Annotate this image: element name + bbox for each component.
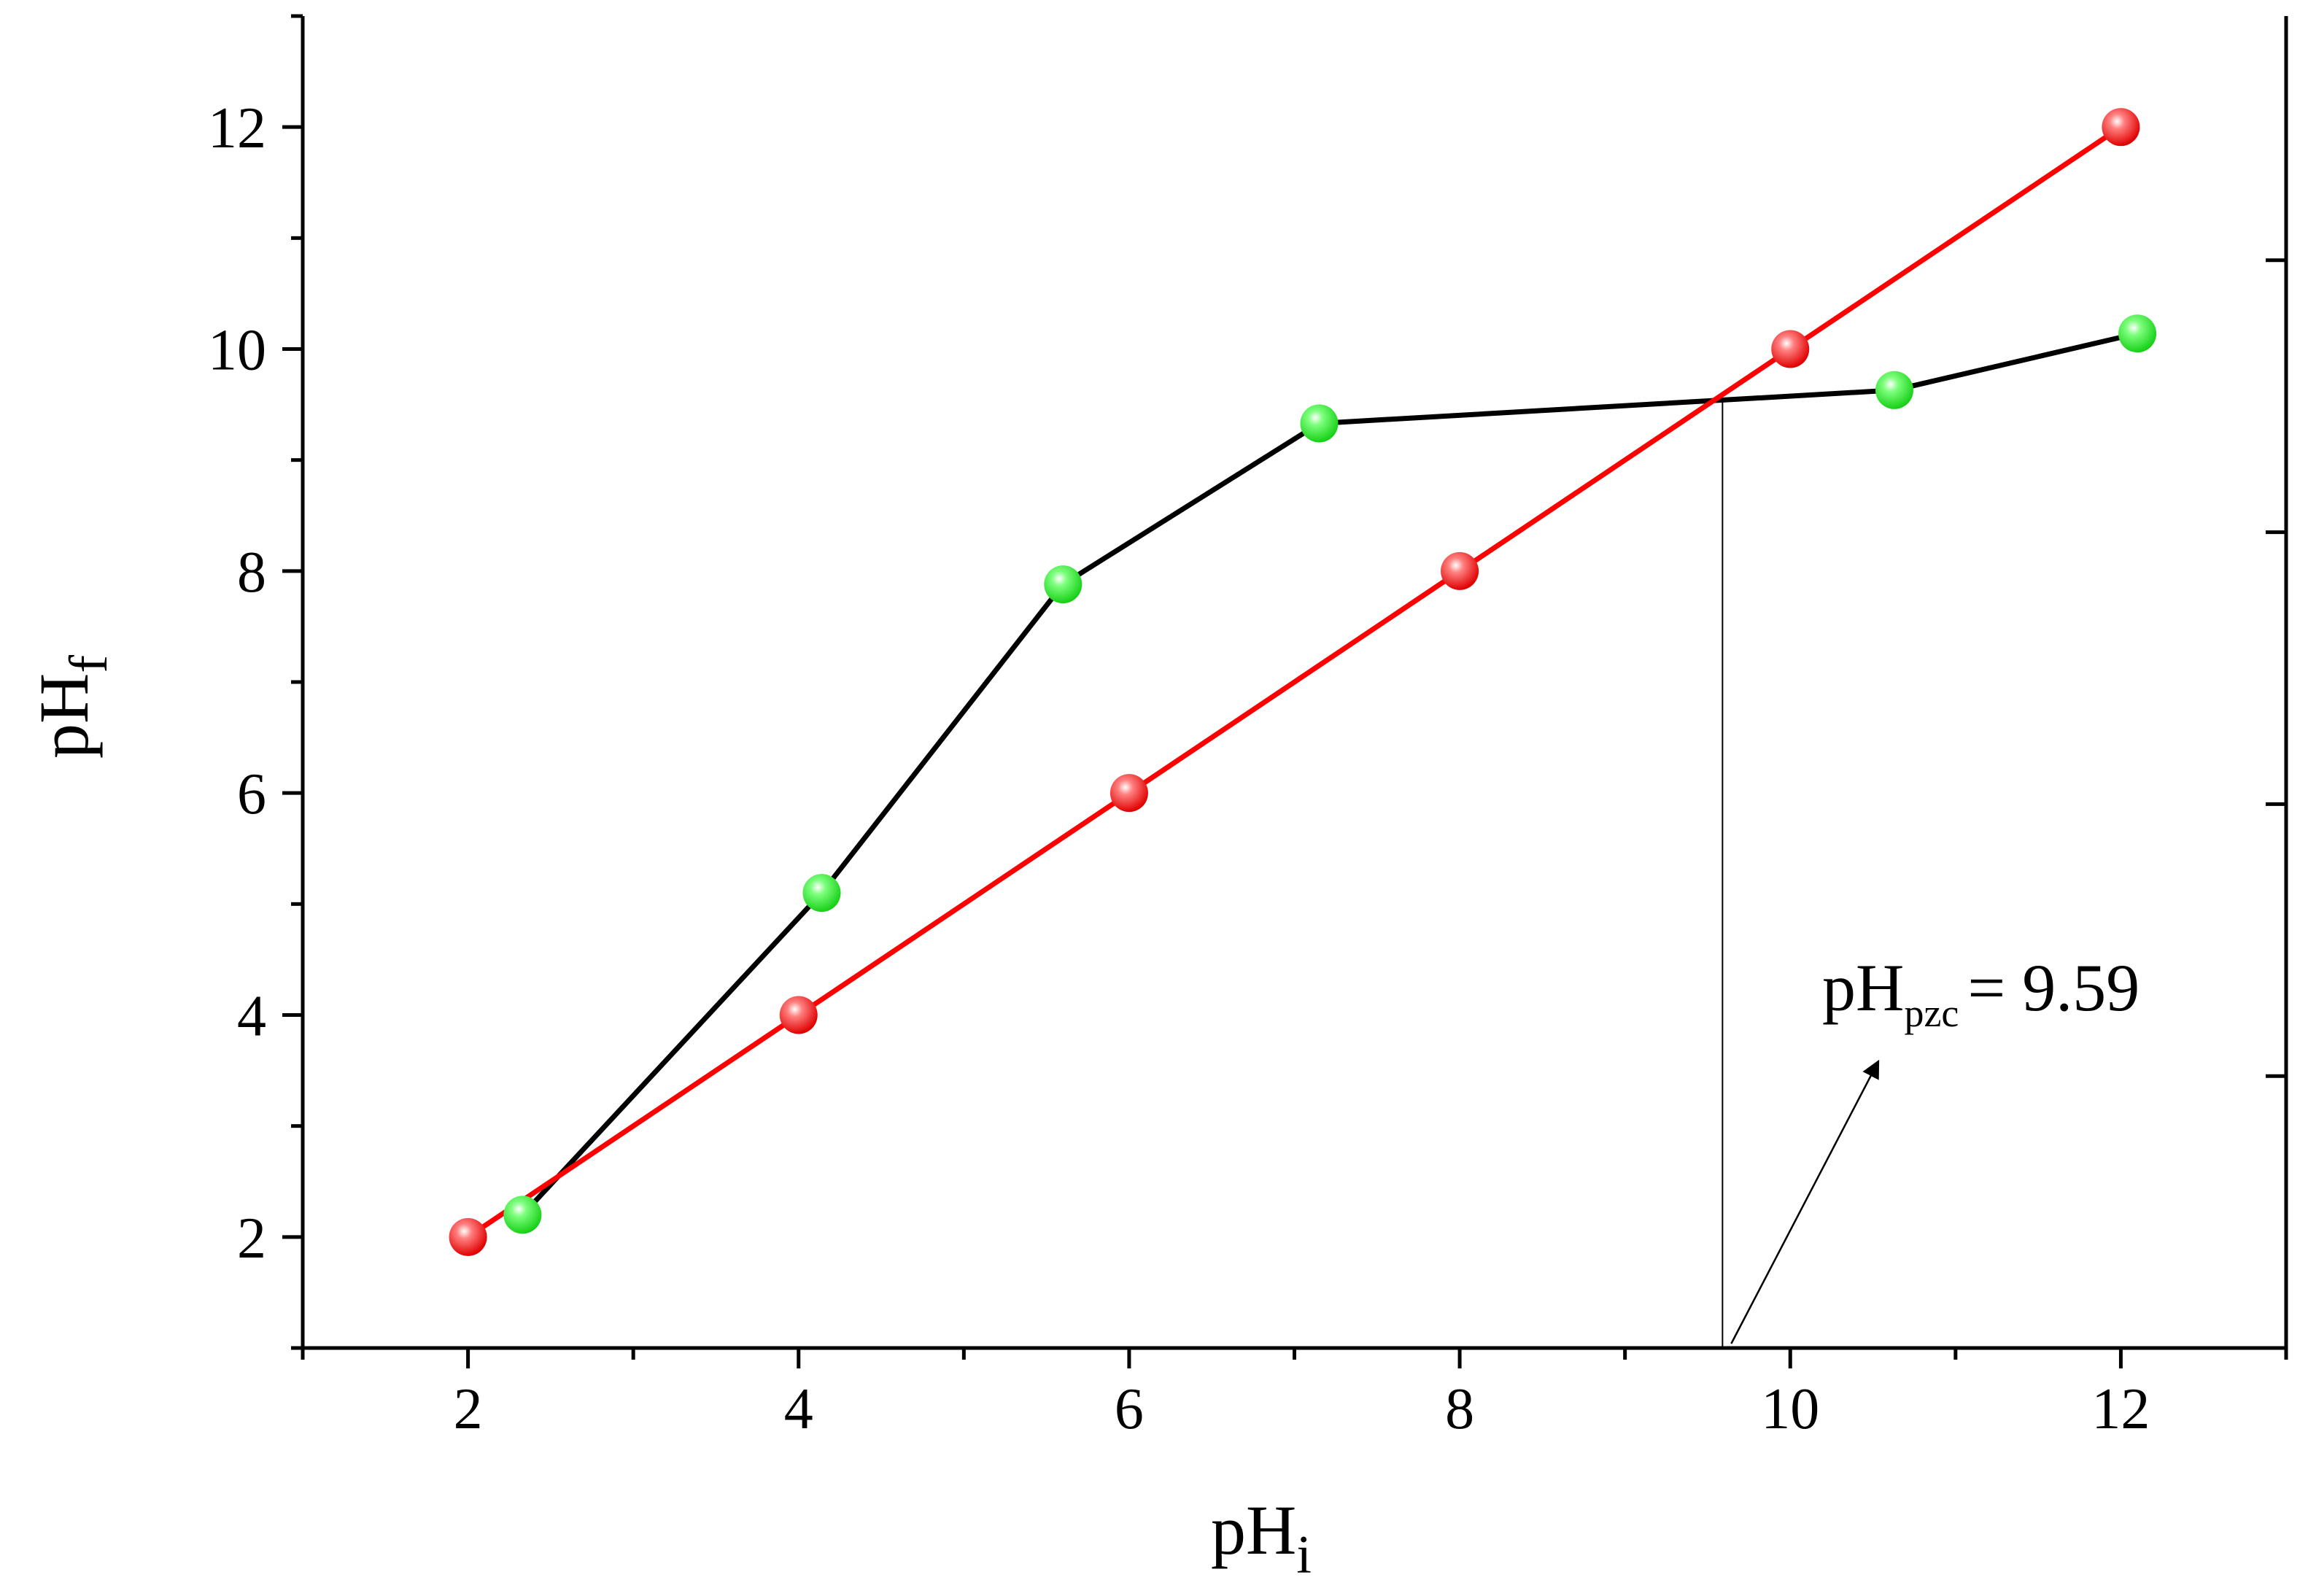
x-tick-label: 10 <box>1761 1377 1819 1441</box>
series-2-point <box>449 1217 487 1256</box>
pzc-arrow <box>1730 1059 1880 1344</box>
y-tick-label: 2 <box>237 1206 266 1271</box>
y-tick-label: 4 <box>237 985 266 1049</box>
x-tick-label: 6 <box>1115 1377 1144 1441</box>
series-1-point <box>2118 314 2157 353</box>
series-line-2 <box>466 125 2123 1239</box>
x-tick-label: 8 <box>1445 1377 1474 1441</box>
x-axis-label: pHi <box>1211 1491 1312 1585</box>
series-markers <box>449 108 2157 1256</box>
y-tick-label: 8 <box>237 541 266 605</box>
series-1-point <box>802 874 841 913</box>
series-2-point <box>1110 774 1148 813</box>
axis-ticks <box>282 14 2288 1368</box>
series-1-point <box>1875 371 1913 409</box>
y-tick-label: 12 <box>208 96 266 160</box>
series-2-point <box>1441 551 1479 590</box>
series-2-point <box>2102 108 2140 147</box>
pzc-annotation: pHpzc = 9.59 <box>1822 950 2139 1035</box>
pzc-guide <box>1722 398 1880 1348</box>
series-1-point <box>1044 565 1083 604</box>
x-tick-label: 12 <box>2091 1377 2150 1441</box>
tick-labels: 2 4 6 8 10 12 2 4 6 8 10 12 <box>208 96 2150 1441</box>
series-lines <box>466 125 2138 1239</box>
x-tick-label: 4 <box>784 1377 813 1441</box>
y-axis-label: pHf <box>25 655 119 759</box>
series-1-point <box>1300 404 1339 443</box>
series-2-point <box>1771 330 1810 368</box>
series-1-point <box>503 1196 542 1234</box>
y-tick-label: 10 <box>208 319 266 383</box>
y-tick-label: 6 <box>237 762 266 826</box>
x-tick-label: 2 <box>454 1377 483 1441</box>
series-2-point <box>779 996 818 1034</box>
series-line-1 <box>520 330 2138 1217</box>
